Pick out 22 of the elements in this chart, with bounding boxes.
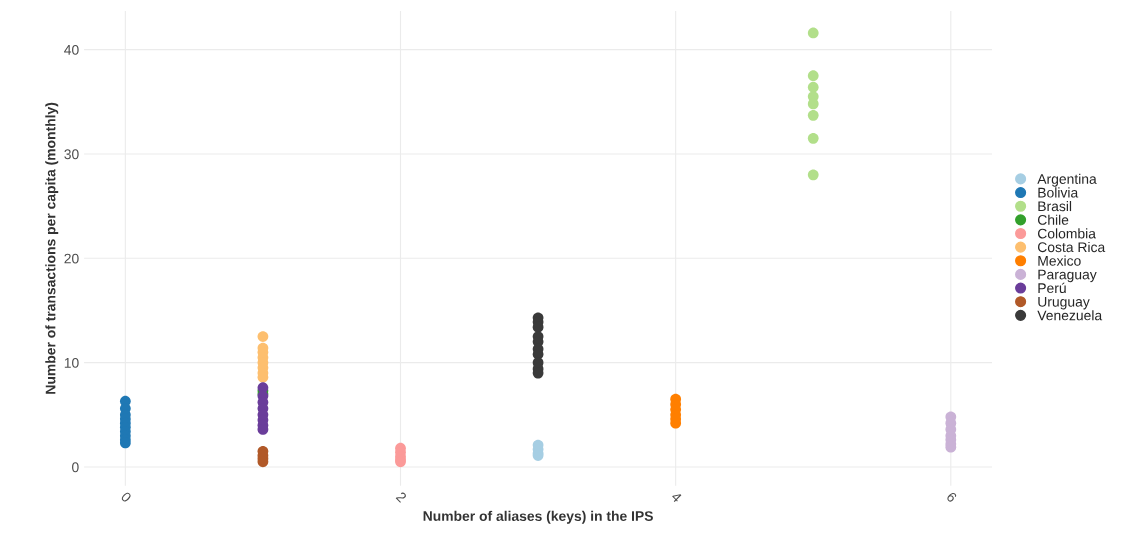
legend-label: Costa Rica [1037, 241, 1106, 253]
y-tick-label: 20 [64, 253, 79, 264]
legend-label: Colombia [1037, 228, 1096, 239]
x-tick-label: 4 [670, 491, 683, 503]
y-tick-label: 40 [64, 44, 79, 55]
legend-label: Chile [1037, 214, 1069, 225]
y-tick-label: 0 [72, 462, 79, 473]
y-axis-title: Number of transactions per capita (monthly) [45, 102, 59, 394]
y-tick-label: 10 [64, 357, 79, 368]
x-tick-label: 0 [120, 491, 133, 503]
legend-label: Uruguay [1038, 297, 1090, 310]
legend-label: Perú [1038, 282, 1066, 294]
x-tick-label: 6 [945, 491, 958, 503]
legend-label: Paraguay [1038, 269, 1097, 283]
x-tick-label: 2 [395, 491, 408, 503]
x-axis-title: Number of aliases (keys) in the IPS [423, 510, 653, 524]
legend-label: Venezuela [1037, 310, 1103, 321]
legend-label: Bolivia [1038, 187, 1079, 198]
y-tick-label: 30 [64, 149, 79, 160]
legend-label: Brasil [1038, 201, 1072, 212]
legend-label: Mexico [1038, 255, 1081, 266]
legend-label: Argentina [1037, 173, 1097, 187]
